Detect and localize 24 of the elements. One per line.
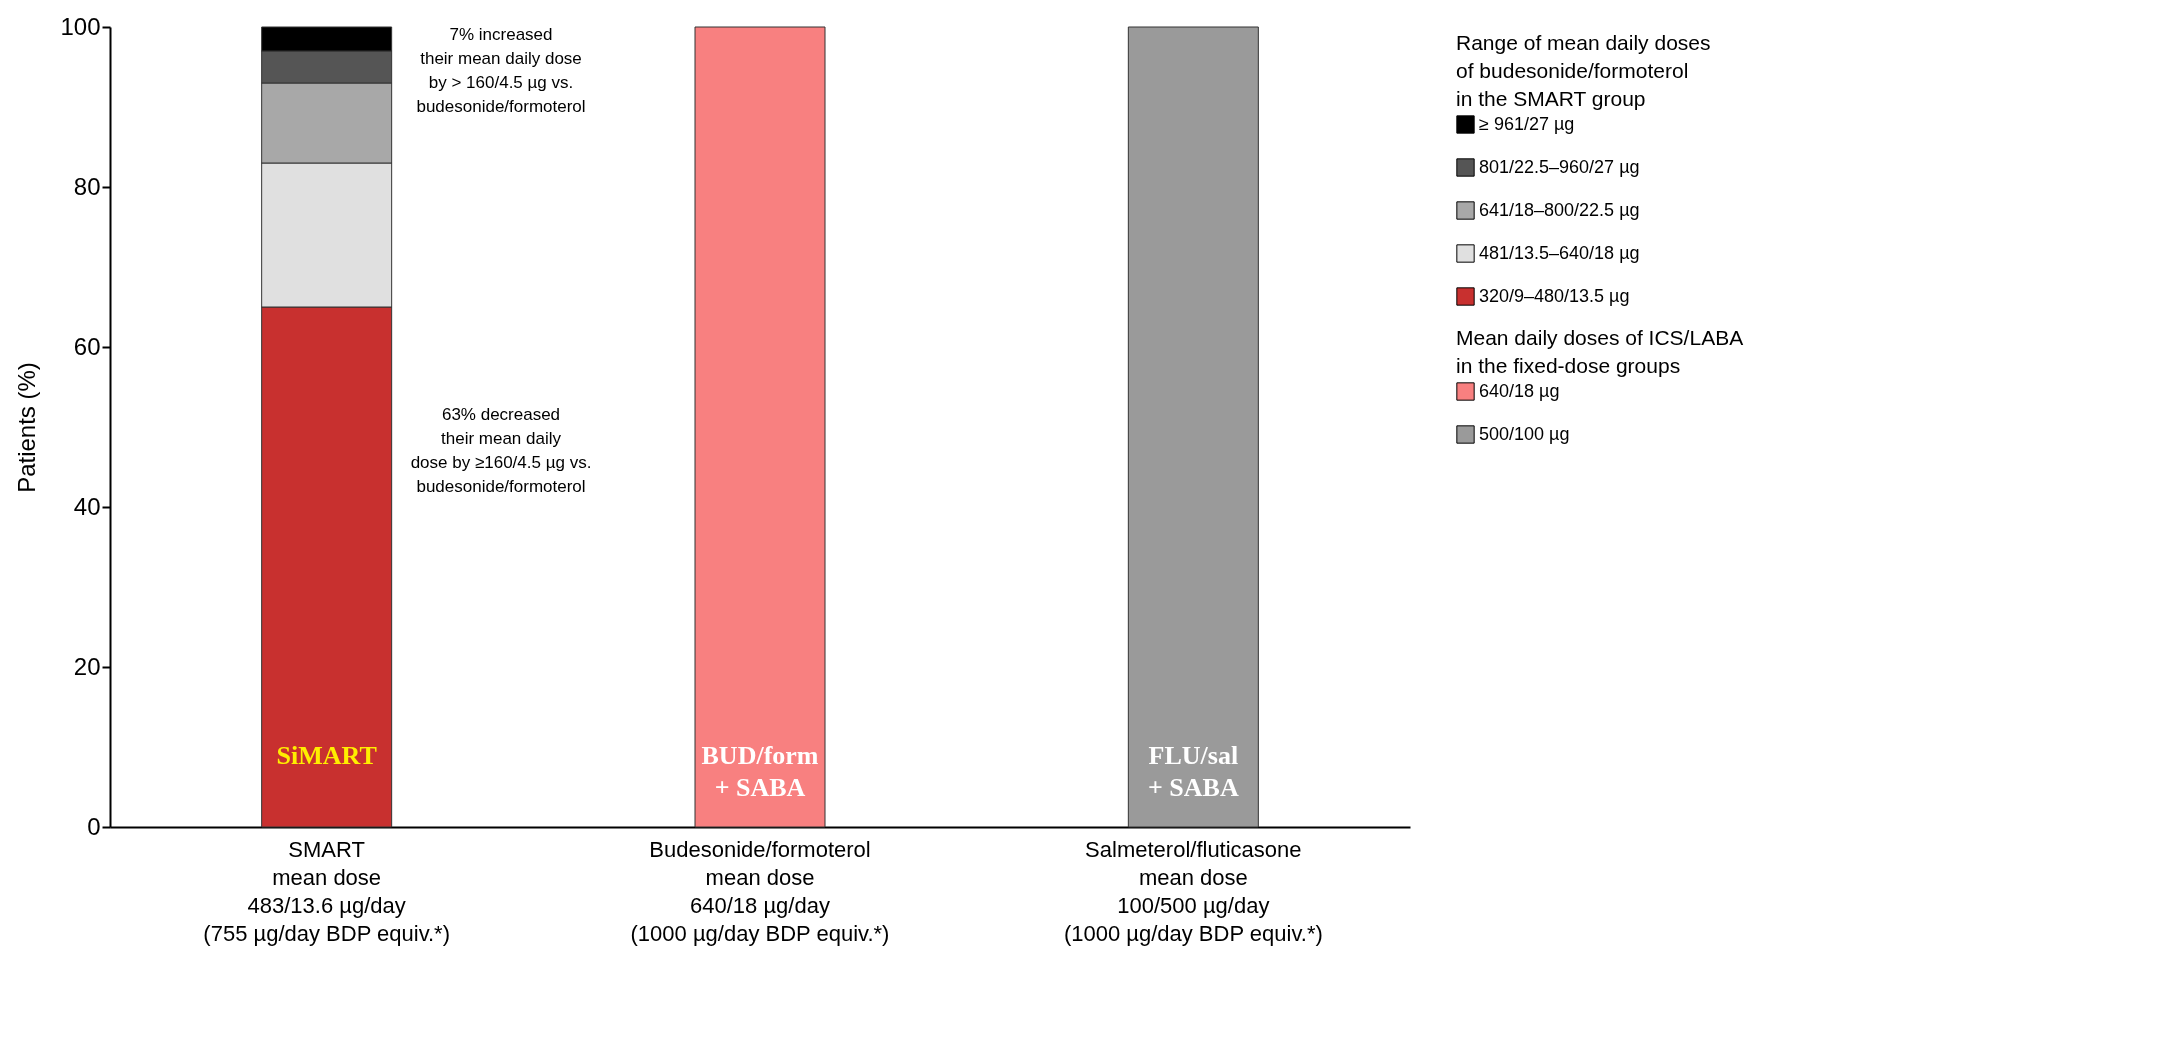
annotation: 7% increased their mean daily dose by > 160/4.5 µg vs. budesonide/formoterol bbox=[416, 25, 586, 116]
text: Mean daily doses of ICS/LABA in the fixed-dose groups bbox=[1456, 326, 1744, 377]
legend-label: 641/18–800/22.5 µg bbox=[1479, 199, 1640, 220]
legend-label: 481/13.5–640/18 µg bbox=[1479, 242, 1640, 263]
legend-label: 320/9–480/13.5 µg bbox=[1479, 285, 1630, 306]
legend-label: ≥ 961/27 µg bbox=[1479, 113, 1575, 134]
y-axis-title: Patients (%) bbox=[13, 362, 41, 493]
annotation: BUD/form + SABA bbox=[701, 741, 819, 802]
annotation: FLU/sal + SABA bbox=[1148, 741, 1239, 802]
annotation: 63% decreased their mean daily dose by ≥160/4.5 µg vs. budesonide/formoterol bbox=[410, 405, 592, 496]
y-tick-label: 0 bbox=[87, 812, 101, 840]
y-tick-label: 60 bbox=[73, 332, 101, 360]
y-tick-label: 40 bbox=[73, 492, 101, 520]
y-tick-label: 20 bbox=[73, 652, 101, 680]
y-tick-label: 100 bbox=[60, 12, 101, 40]
legend-label: 640/18 µg bbox=[1479, 380, 1560, 401]
legend-label: 801/22.5–960/27 µg bbox=[1479, 156, 1640, 177]
legend-label: 500/100 µg bbox=[1479, 423, 1570, 444]
x-tick-label: Budesonide/formoterol mean dose 640/18 µg/day (1000 µg/day BDP equiv.*) bbox=[630, 836, 890, 946]
x-tick-label: Salmeterol/fluticasone mean dose 100/500 µg/day (1000 µg/day BDP equiv.*) bbox=[1063, 836, 1323, 946]
x-tick-label: SMART mean dose 483/13.6 µg/day (755 µg/day BDP equiv.*) bbox=[203, 836, 450, 946]
y-tick-label: 80 bbox=[73, 172, 101, 200]
legend-title: Range of mean daily doses of budesonide/formoterol in the SMART group bbox=[1456, 31, 1711, 110]
annotation: SiMART bbox=[276, 741, 377, 770]
